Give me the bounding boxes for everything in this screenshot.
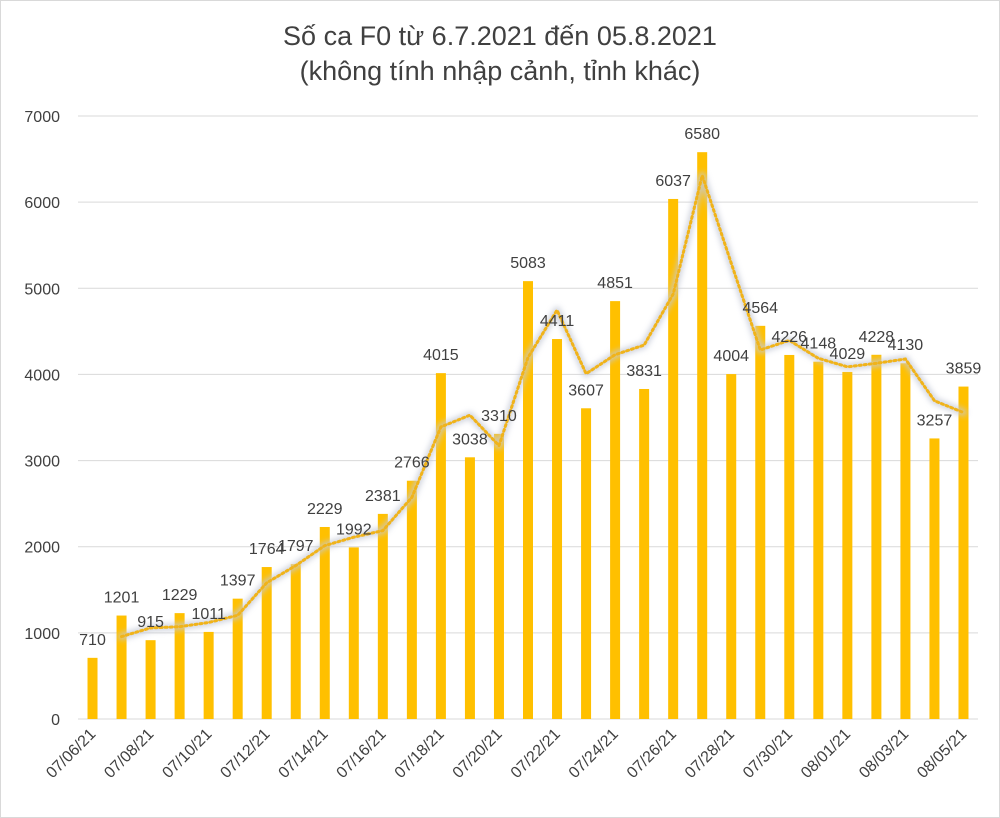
data-label: 4411 [540,313,575,330]
bar [842,371,853,719]
bar [464,457,475,719]
bar [406,480,417,719]
data-label: 1229 [162,587,198,604]
bar [493,433,504,719]
bar [639,388,650,719]
y-tick-label: 0 [51,712,60,729]
bar [958,386,969,719]
x-tick-label: 07/28/21 [682,726,738,782]
data-label: 4148 [801,336,837,353]
data-label: 4226 [771,329,807,346]
bar [697,152,708,719]
x-axis-ticks: 07/06/21 07/08/21 07/10/21 07/12/21 07/14/21… [43,726,970,782]
bars [87,152,969,719]
bar [552,339,563,719]
x-tick-label: 08/03/21 [856,726,912,782]
data-label: 710 [79,632,106,649]
data-label: 4228 [859,329,895,346]
chart-subtitle: (không tính nhập cảnh, tỉnh khác) [299,56,701,86]
bar [726,374,737,719]
data-label: 6037 [655,173,691,190]
chart-title: Số ca F0 từ 6.7.2021 đến 05.8.2021 [283,21,717,51]
x-tick-label: 07/10/21 [159,726,215,782]
data-label: 4004 [713,348,749,365]
bar [435,373,446,719]
x-tick-label: 07/30/21 [740,726,796,782]
data-label: 1397 [220,573,256,590]
data-label: 3859 [946,361,982,378]
bar [581,408,592,719]
x-tick-label: 07/20/21 [450,726,506,782]
y-tick-label: 6000 [24,195,60,212]
data-label: 4851 [597,275,633,292]
data-label: 4029 [830,346,866,363]
trendline-shadow [118,172,967,641]
x-tick-label: 07/12/21 [217,726,273,782]
x-tick-label: 07/24/21 [566,726,622,782]
bar [348,547,359,719]
bar [116,615,127,719]
trendline [120,170,965,639]
y-axis-ticks: 0 1000 2000 3000 4000 5000 6000 7000 [24,109,60,729]
data-label: 4564 [742,300,778,317]
y-tick-label: 4000 [24,367,60,384]
y-tick-label: 7000 [24,109,60,126]
bar [87,657,98,719]
bar [232,598,243,719]
bar [145,640,156,719]
x-tick-label: 07/08/21 [101,726,157,782]
x-tick-label: 07/26/21 [624,726,680,782]
bar [668,198,679,719]
data-label: 3257 [917,412,953,429]
y-tick-label: 3000 [24,454,60,471]
bar [377,513,388,719]
data-label: 3607 [568,382,604,399]
data-label: 6580 [684,126,720,143]
bar [261,567,272,719]
data-label: 3310 [481,408,517,425]
data-label: 915 [137,614,164,631]
x-tick-label: 08/01/21 [798,726,854,782]
x-tick-label: 07/18/21 [392,726,448,782]
x-tick-label: 08/05/21 [914,726,970,782]
y-tick-label: 5000 [24,281,60,298]
y-tick-label: 1000 [24,626,60,643]
data-label: 4015 [423,347,459,364]
bar [174,613,185,719]
bar [290,564,301,719]
bar [929,438,940,719]
data-label: 1992 [336,521,372,538]
bar [784,354,795,719]
trendline [118,170,967,641]
data-label: 3831 [626,363,662,380]
data-label: 4130 [888,337,924,354]
bar [755,325,766,719]
bar [523,281,533,719]
bar [813,361,824,719]
x-tick-label: 07/16/21 [334,726,390,782]
bar [900,363,911,719]
bar [319,526,330,719]
bar [610,301,621,719]
data-label: 2381 [365,488,401,505]
data-label: 1764 [249,541,285,558]
data-label: 3038 [452,431,488,448]
data-label: 2766 [394,455,430,472]
data-label: 1797 [278,538,314,555]
bar [203,631,214,719]
data-label: 1011 [191,606,226,623]
data-label: 5083 [510,255,546,272]
bar [871,354,882,719]
x-tick-label: 07/14/21 [276,726,332,782]
y-tick-label: 2000 [24,540,60,557]
data-label: 1201 [104,590,140,607]
x-tick-label: 07/06/21 [43,726,99,782]
data-label: 2229 [307,501,343,518]
x-tick-label: 07/22/21 [508,726,564,782]
